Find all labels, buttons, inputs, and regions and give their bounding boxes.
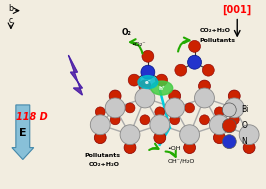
Circle shape (243, 142, 255, 154)
Text: Bi: Bi (241, 105, 248, 114)
Text: CO₂+H₂O: CO₂+H₂O (89, 163, 120, 167)
Circle shape (150, 115, 170, 135)
Text: •OH: •OH (167, 146, 180, 151)
FancyArrow shape (12, 105, 34, 160)
Circle shape (155, 107, 165, 117)
Circle shape (110, 115, 120, 125)
Circle shape (239, 125, 259, 145)
Circle shape (94, 132, 106, 144)
Text: CO₂+H₂O: CO₂+H₂O (200, 29, 231, 33)
Circle shape (188, 55, 201, 69)
Circle shape (228, 90, 240, 102)
Circle shape (109, 90, 121, 102)
Circle shape (170, 115, 180, 125)
Ellipse shape (151, 81, 173, 95)
Text: h⁺: h⁺ (159, 86, 165, 91)
Circle shape (184, 142, 196, 154)
Circle shape (135, 88, 155, 108)
Text: b: b (9, 4, 13, 13)
Circle shape (105, 98, 125, 118)
Circle shape (165, 98, 185, 118)
Circle shape (154, 132, 166, 144)
Circle shape (120, 125, 140, 145)
Circle shape (124, 142, 136, 154)
Circle shape (229, 115, 239, 125)
Text: N: N (241, 137, 247, 146)
Text: Pollutants: Pollutants (84, 153, 120, 158)
Text: O: O (241, 121, 247, 130)
Circle shape (198, 80, 210, 92)
Circle shape (185, 103, 194, 113)
Circle shape (222, 135, 236, 149)
Polygon shape (68, 55, 82, 95)
Circle shape (142, 50, 154, 62)
Circle shape (175, 64, 187, 76)
Text: E: E (19, 128, 27, 138)
Ellipse shape (138, 76, 158, 88)
Text: Pollutants: Pollutants (200, 38, 235, 43)
Circle shape (209, 115, 229, 135)
Circle shape (125, 103, 135, 113)
Circle shape (156, 74, 168, 86)
Circle shape (222, 119, 236, 133)
Circle shape (180, 125, 200, 145)
Circle shape (128, 74, 140, 86)
Text: [001]: [001] (223, 5, 252, 15)
Circle shape (90, 115, 110, 135)
Text: 118 D: 118 D (16, 112, 48, 122)
Text: e⁻: e⁻ (145, 80, 151, 85)
Text: OH⁻/H₂O: OH⁻/H₂O (168, 159, 195, 163)
Circle shape (222, 103, 236, 117)
Circle shape (200, 115, 209, 125)
Text: •O₂⁻: •O₂⁻ (131, 42, 145, 47)
Circle shape (214, 107, 224, 117)
Circle shape (141, 65, 155, 79)
Circle shape (95, 107, 105, 117)
Text: O₂: O₂ (122, 28, 132, 37)
Text: c: c (9, 15, 13, 25)
Circle shape (140, 115, 150, 125)
Circle shape (224, 98, 244, 118)
Circle shape (189, 40, 201, 52)
Circle shape (169, 90, 181, 102)
Circle shape (202, 64, 214, 76)
Circle shape (139, 80, 151, 92)
Circle shape (194, 88, 214, 108)
Circle shape (213, 132, 225, 144)
